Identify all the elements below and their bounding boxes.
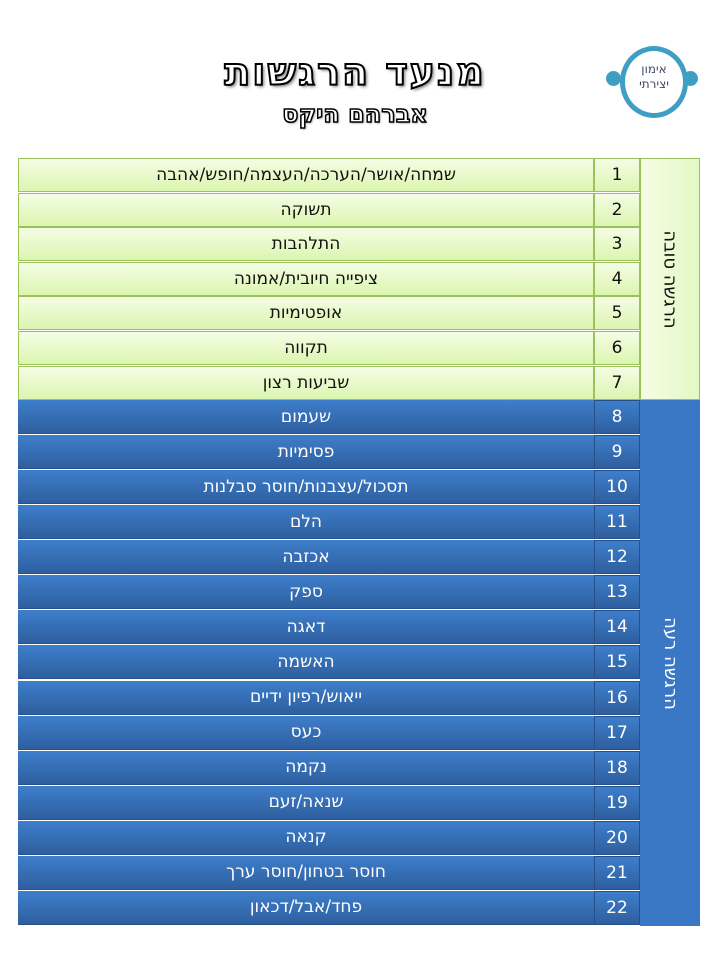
group-label-text: הרגשה רעה	[659, 616, 681, 710]
emotion-number: 12	[594, 540, 640, 575]
emotion-row: הלם	[18, 505, 594, 540]
emotion-number: 16	[594, 680, 640, 715]
emotion-row: חוסר בטחון/חוסר ערך	[18, 855, 594, 890]
emotion-row: כעס	[18, 715, 594, 750]
emotion-number: 17	[594, 715, 640, 750]
logo-text-line: יצירתי	[639, 77, 669, 91]
emotion-row: פסימיות	[18, 435, 594, 470]
emotion-number: 19	[594, 785, 640, 820]
emotion-number: 1	[594, 158, 640, 192]
emotion-number: 10	[594, 470, 640, 505]
emotion-row: התלהבות	[18, 227, 594, 262]
emotion-number: 11	[594, 505, 640, 540]
group-label-bad: הרגשה רעה	[640, 400, 700, 926]
emotion-row: שנאה/זעם	[18, 785, 594, 820]
emotion-row: שביעות רצון	[18, 365, 594, 400]
emotion-number: 13	[594, 575, 640, 610]
emotion-number: 15	[594, 645, 640, 680]
emotion-row: ציפייה חיובית/אמונה	[18, 261, 594, 296]
emotion-number: 9	[594, 435, 640, 470]
emotion-row: תסכול/עצבנות/חוסר סבלנות	[18, 470, 594, 505]
emotion-number: 4	[594, 261, 640, 296]
logo-ring	[620, 46, 688, 118]
emotion-number: 6	[594, 331, 640, 365]
emotion-row: תקווה	[18, 331, 594, 365]
emotion-row: אכזבה	[18, 540, 594, 575]
emotion-number: 14	[594, 610, 640, 645]
emotion-row: שמחה/אושר/הערכה/העצמה/חופש/אהבה	[18, 158, 594, 192]
logo-dot-left	[606, 71, 621, 86]
emotion-number: 8	[594, 400, 640, 434]
emotion-row: אופטימיות	[18, 296, 594, 331]
emotion-scale-table: הרגשה טובה הרגשה רעה שמחה/אושר/הערכה/העצ…	[18, 158, 700, 926]
emotion-row: קנאה	[18, 820, 594, 855]
logo: אימון יצירתי	[604, 46, 700, 118]
emotion-row: דאגה	[18, 610, 594, 645]
logo-text-line: אימון	[641, 62, 667, 76]
emotion-row: שעמום	[18, 400, 594, 434]
emotion-row: תשוקה	[18, 192, 594, 227]
emotion-row: פחד/אבל/דכאון	[18, 890, 594, 925]
page-title: מנעד הרגשות	[223, 49, 486, 95]
emotion-number: 5	[594, 296, 640, 331]
logo-text: אימון יצירתי	[620, 62, 688, 92]
emotion-number: 22	[594, 890, 640, 925]
emotion-row: ייאוש/רפיון ידיים	[18, 680, 594, 715]
emotion-row: נקמה	[18, 750, 594, 785]
emotion-row: האשמה	[18, 645, 594, 680]
emotion-row: ספק	[18, 575, 594, 610]
emotion-number: 7	[594, 365, 640, 400]
group-label-good: הרגשה טובה	[640, 158, 700, 400]
group-label-text: הרגשה טובה	[659, 229, 681, 329]
page-subtitle: אברהם היקס	[281, 99, 428, 129]
emotion-number: 20	[594, 820, 640, 855]
emotion-number: 2	[594, 192, 640, 227]
emotion-number: 3	[594, 227, 640, 262]
emotion-number: 21	[594, 855, 640, 890]
emotion-number: 18	[594, 750, 640, 785]
